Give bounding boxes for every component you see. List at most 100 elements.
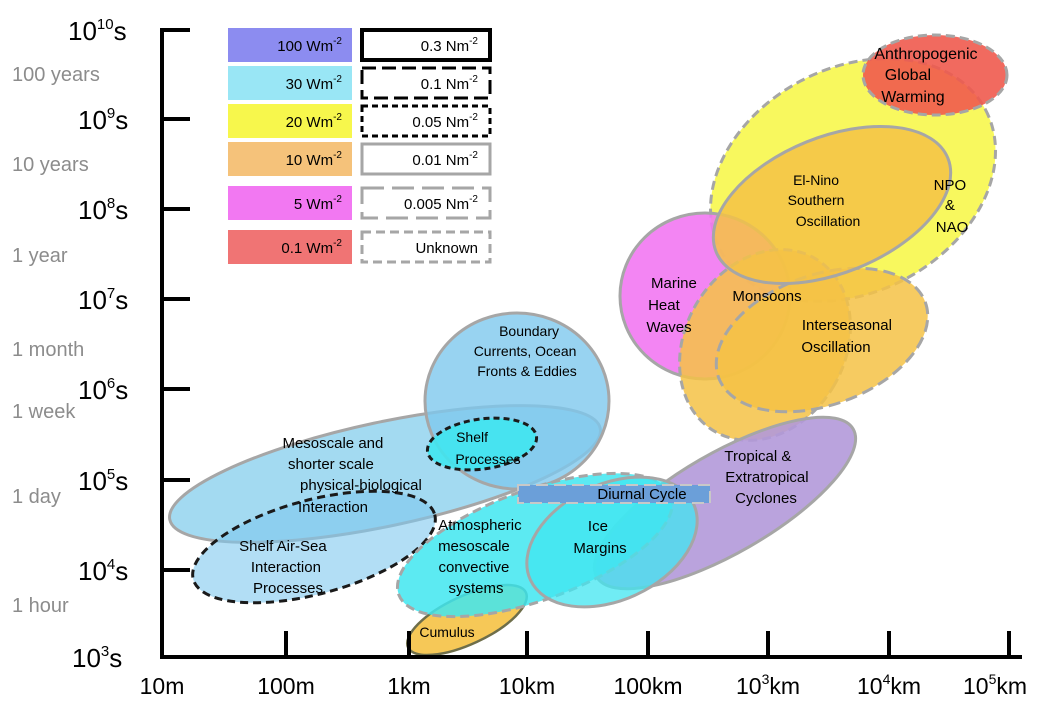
anthropogenic-warming-ellipse: [861, 33, 1009, 117]
label-enso-2: Southern: [788, 192, 845, 208]
x-tick-label-10m: 10m: [140, 673, 185, 699]
label-shelf-2: Processes: [455, 451, 520, 467]
svg-text:Anthropogenic Global: Anthropogenic Global Warming: [874, 46, 981, 106]
svg-text:Ice Margins: Ice Margins: [573, 518, 626, 557]
label-anthropogenic-2: Global: [885, 67, 931, 84]
legend-momentum-label-0-3: 0.3 Nm-2: [421, 36, 479, 55]
legend-heat-label-5: 5 Wm-2: [294, 194, 343, 213]
label-ice-1: Ice: [588, 518, 608, 535]
label-mesoscale-3: physical-biological: [300, 477, 422, 494]
label-atmos-3: convective: [438, 559, 509, 576]
svg-text:Shelf Processes: Shelf Processes: [455, 429, 520, 467]
y-tick-label-4: 104s: [78, 556, 128, 586]
label-heatwaves-1: Marine: [651, 275, 697, 292]
x-tick-label-10km: 10km: [499, 673, 555, 699]
time-label-10-years: 10 years: [12, 154, 89, 176]
label-mesoscale-2: shorter scale: [288, 456, 374, 473]
legend-heat-label-10: 10 Wm-2: [286, 150, 343, 169]
legend-outline-0-005: [360, 186, 492, 220]
label-mesoscale-1: Mesoscale and: [282, 435, 383, 452]
legend-momentum-label-0-005: 0.005 Nm-2: [404, 194, 478, 213]
x-tick-label-100km: 100km: [613, 673, 682, 699]
svg-text:Tropical & Extratropical: Tropical & Extratropical Cyclones: [724, 448, 812, 507]
x-tick-label-100m: 100m: [257, 673, 315, 699]
label-interseasonal-1: Interseasonal: [802, 317, 892, 334]
svg-text:Interseasonal Oscillatio: Interseasonal Oscillation: [801, 317, 896, 356]
y-axis-labels: 103s 104s 105s 106s 107s 108s 109s 1010s: [68, 16, 128, 673]
legend-momentum-label-0-1: 0.1 Nm-2: [421, 74, 479, 93]
phenomena-layer: [168, 33, 1009, 657]
x-tick-label-10-4-km: 104km: [857, 671, 921, 699]
y-tick-label-9: 109s: [78, 105, 128, 135]
legend-momentum-label-0-01: 0.01 Nm-2: [412, 150, 478, 169]
svg-text:Monsoons: Monsoons: [732, 288, 801, 305]
label-boundary-2: Currents, Ocean: [474, 343, 577, 359]
time-label-1-day: 1 day: [12, 486, 61, 508]
label-cumulus: Cumulus: [419, 624, 474, 640]
legend-outline-0-05: [360, 104, 492, 138]
legend-outline-0-01: [360, 142, 492, 176]
svg-text:Atmospheric mesoscale: Atmospheric mesoscale convective systems: [438, 517, 526, 597]
svg-text:Cumulus: Cumulus: [419, 624, 474, 640]
label-atmos-1: Atmospheric: [438, 517, 522, 534]
svg-text:El-Nino Southern O: El-Nino Southern Oscillation: [788, 172, 861, 229]
y-tick-label-5: 105s: [78, 466, 128, 496]
legend-heat-label-100: 100 Wm-2: [277, 36, 342, 55]
x-tick-label-10-5-km: 105km: [963, 671, 1027, 699]
label-shelfair-2: Interaction: [251, 559, 321, 576]
y-time-labels: 1 hour 1 day 1 week 1 month 1 year 10 ye…: [12, 64, 100, 617]
label-npo-3: NAO: [936, 219, 969, 236]
label-boundary-3: Fronts & Eddies: [477, 363, 577, 379]
label-atmos-2: mesoscale: [438, 538, 510, 555]
svg-text:Boundary Currents, Ocean: Boundary Currents, Ocean Fronts & Eddies: [474, 323, 581, 379]
x-tick-label-1km: 1km: [387, 673, 430, 699]
legend-swatch-20: [228, 104, 352, 138]
label-boundary-1: Boundary: [499, 323, 559, 339]
time-label-1-month: 1 month: [12, 339, 84, 361]
label-diurnal: Diurnal Cycle: [597, 486, 686, 503]
shelf-processes-ellipse: [425, 416, 539, 472]
label-mesoscale-4: Interaction: [298, 499, 368, 516]
label-shelfair-1: Shelf Air-Sea: [239, 538, 327, 555]
x-axis-labels: 10m 100m 1km 10km 100km 103km 104km 105k…: [140, 671, 1027, 699]
time-label-1-year: 1 year: [12, 245, 68, 267]
legend-swatch-30: [228, 66, 352, 100]
y-tick-label-7: 107s: [78, 285, 128, 315]
svg-text:Diurnal Cycle: Diurnal Cycle: [597, 486, 686, 503]
legend-heat-label-20: 20 Wm-2: [286, 112, 343, 131]
y-tick-label-3: 103s: [72, 643, 122, 673]
svg-text:Shelf Air-Sea Interactio: Shelf Air-Sea Interaction Processes: [239, 538, 331, 597]
legend-swatch-0-1: [228, 230, 352, 264]
time-label-100-years: 100 years: [12, 64, 100, 86]
label-tropical-1: Tropical &: [724, 448, 791, 465]
legend-heat-label-0-1: 0.1 Wm-2: [281, 238, 342, 257]
diurnal-cycle-band: [517, 484, 711, 504]
label-heatwaves-3: Waves: [646, 319, 691, 336]
label-interseasonal-2: Oscillation: [801, 339, 870, 356]
label-anthropogenic-1: Anthropogenic: [874, 46, 977, 63]
legend-outline-0-1: [360, 66, 492, 100]
label-npo-1: NPO: [934, 177, 967, 194]
legend-momentum-label-0-05: 0.05 Nm-2: [412, 112, 478, 131]
label-tropical-2: Extratropical: [725, 469, 808, 486]
label-atmos-4: systems: [448, 580, 503, 597]
y-tick-label-8: 108s: [78, 195, 128, 225]
label-heatwaves-2: Heat: [648, 297, 681, 314]
label-anthropogenic-3: Warming: [881, 89, 944, 106]
label-tropical-3: Cyclones: [735, 490, 797, 507]
legend-swatch-100: [228, 28, 352, 62]
legend-outline-0-3: [360, 28, 492, 62]
axes: [160, 28, 1022, 659]
svg-text:Marine Heat Waves: Marine Heat Waves: [646, 275, 701, 336]
legend-swatch-10: [228, 142, 352, 176]
shelf-airsea-ellipse: [191, 489, 437, 605]
svg-text:NPO & NAO: NPO & NAO: [934, 177, 971, 236]
label-monsoons: Monsoons: [732, 288, 801, 305]
y-tick-label-6: 106s: [78, 375, 128, 405]
label-npo-2: &: [945, 197, 955, 214]
legend-heat-label-30: 30 Wm-2: [286, 74, 343, 93]
y-tick-label-10: 1010s: [68, 16, 127, 46]
legend-outline-unknown: [360, 230, 492, 264]
x-tick-label-10-3-km: 103km: [736, 671, 800, 699]
